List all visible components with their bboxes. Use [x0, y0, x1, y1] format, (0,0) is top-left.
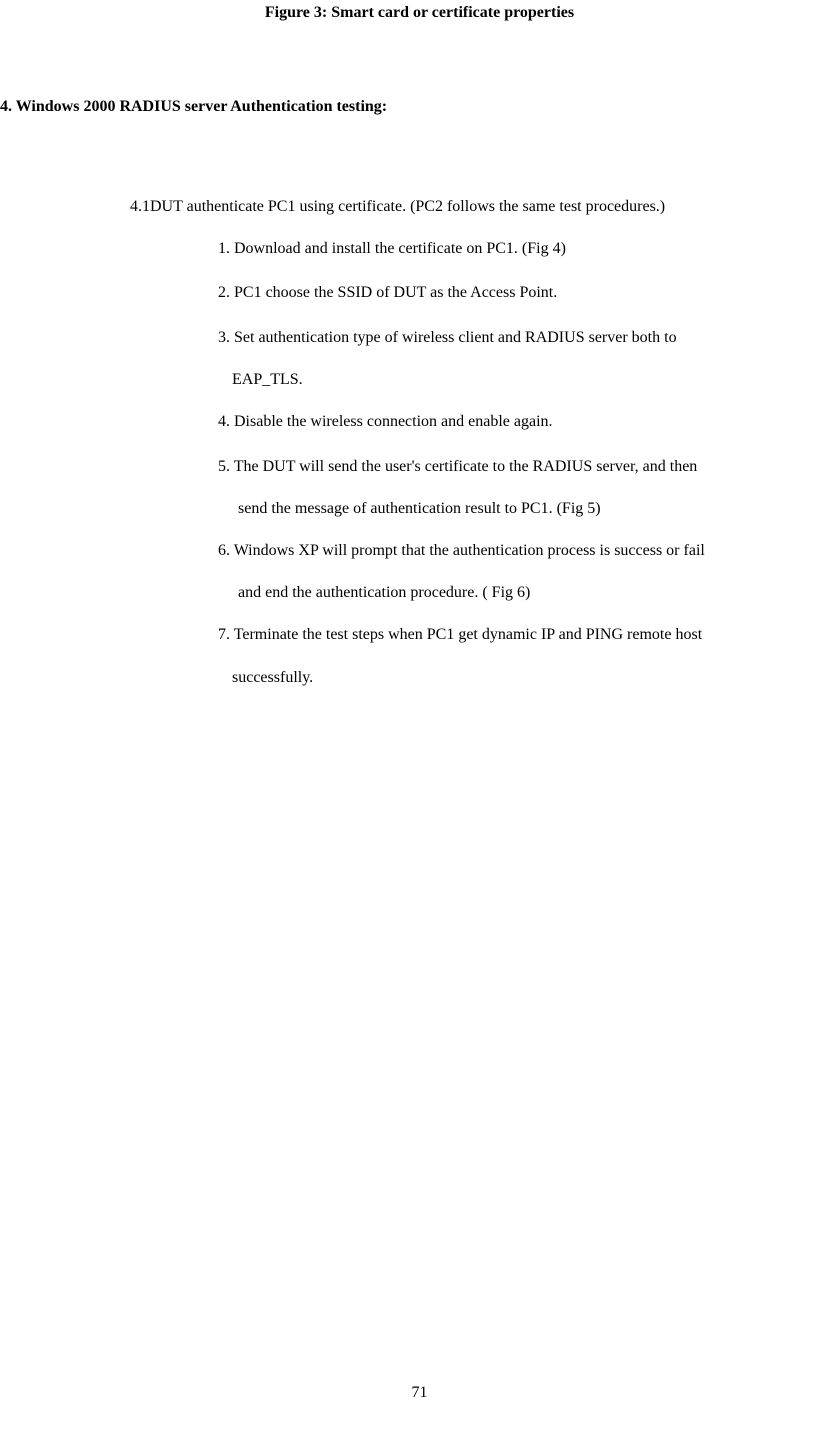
list-item-5: 5. The DUT will send the user's certific…: [218, 456, 839, 478]
list-item-2: 2. PC1 choose the SSID of DUT as the Acc…: [218, 282, 839, 304]
list-item-5-cont: send the message of authentication resul…: [238, 500, 839, 518]
list-item-3: 3. Set authentication type of wireless c…: [218, 327, 839, 349]
list-item-1: 1. Download and install the certificate …: [218, 238, 839, 260]
list-item-7: 7. Terminate the test steps when PC1 get…: [218, 624, 839, 646]
list-item-3-cont: EAP_TLS.: [232, 371, 839, 389]
list-item-7-cont: successfully.: [232, 669, 839, 687]
figure-caption: Figure 3: Smart card or certificate prop…: [0, 4, 839, 22]
list-item-6: 6. Windows XP will prompt that the authe…: [218, 540, 839, 562]
subsection-title: 4.1DUT authenticate PC1 using certificat…: [130, 198, 839, 216]
page-number: 71: [0, 1384, 839, 1402]
subsection-body: 4.1DUT authenticate PC1 using certificat…: [130, 198, 839, 687]
list-item-4: 4. Disable the wireless connection and e…: [218, 411, 839, 433]
section-heading: 4. Windows 2000 RADIUS server Authentica…: [0, 98, 839, 116]
list-item-6-cont: and end the authentication procedure. ( …: [238, 584, 839, 602]
